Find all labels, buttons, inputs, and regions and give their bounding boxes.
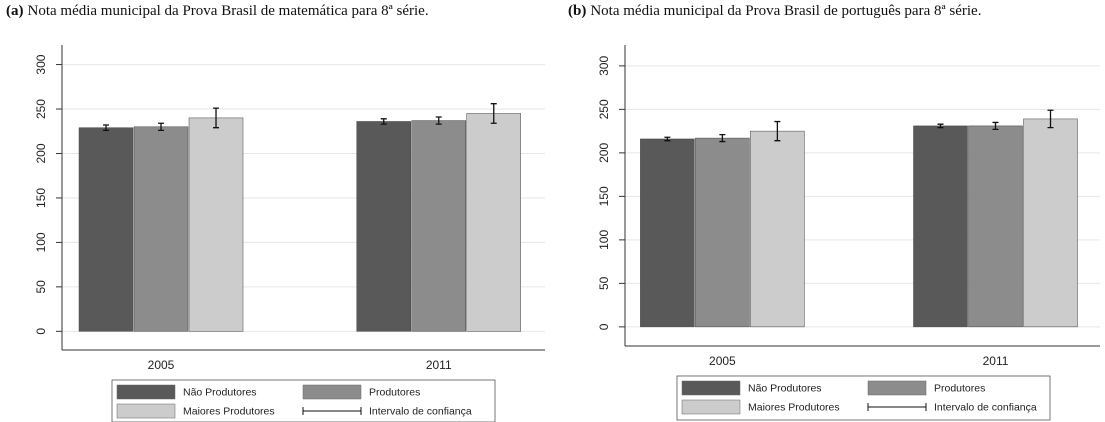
- bar: [78, 127, 134, 332]
- error-bar: [490, 103, 497, 124]
- legend-label: Não Produtores: [183, 386, 257, 398]
- x-tick-label: 2005: [148, 358, 175, 372]
- y-tick-label: 50: [597, 276, 611, 290]
- y-tick-label: 200: [597, 143, 611, 163]
- panel-label: (a): [6, 3, 24, 19]
- y-tick-label: 100: [34, 232, 48, 252]
- legend-swatch: [867, 380, 927, 396]
- x-tick-label: 2005: [709, 354, 736, 368]
- y-tick-label: 100: [597, 230, 611, 250]
- legend-error-icon: [867, 403, 927, 411]
- panel-label: (b): [568, 3, 586, 19]
- legend-label: Maiores Produtores: [183, 405, 275, 417]
- chart-title: (a) Nota média municipal da Prova Brasil …: [6, 3, 429, 19]
- error-bar: [937, 123, 944, 129]
- error-bar: [774, 120, 781, 142]
- legend-swatch: [681, 380, 741, 396]
- legend-swatch: [302, 384, 362, 400]
- title-text: Nota média municipal da Prova Brasil de …: [28, 3, 429, 19]
- bar: [640, 138, 695, 328]
- bar: [411, 120, 466, 332]
- y-tick-label: 250: [34, 99, 48, 119]
- error-bar: [103, 124, 110, 132]
- legend-swatch: [116, 384, 176, 400]
- y-tick-label: 150: [597, 186, 611, 206]
- bar: [466, 113, 521, 332]
- error-bar: [213, 107, 220, 129]
- error-bar: [992, 121, 999, 131]
- error-bar: [158, 122, 165, 132]
- y-tick-label: 50: [34, 280, 48, 294]
- x-tick-label: 2011: [983, 354, 1009, 368]
- y-tick-label: 250: [597, 99, 611, 119]
- legend-label: Produtores: [369, 386, 420, 398]
- y-tick-label: 200: [34, 143, 48, 163]
- chart-title: (b) Nota média municipal da Prova Brasil …: [568, 3, 981, 19]
- bar: [968, 125, 1023, 328]
- x-tick-label: 2011: [426, 358, 452, 372]
- error-bar: [664, 136, 671, 142]
- bar: [1023, 118, 1078, 328]
- y-tick-label: 300: [597, 56, 611, 76]
- bar: [133, 126, 189, 332]
- y-tick-label: 150: [34, 188, 48, 208]
- error-bar: [435, 116, 442, 125]
- legend-label: Intervalo de confiança: [934, 401, 1037, 413]
- legend-swatch: [116, 403, 176, 419]
- legend-label: Intervalo de confiança: [369, 405, 472, 417]
- bar: [695, 137, 750, 328]
- bar: [188, 117, 244, 332]
- y-tick-label: 0: [597, 323, 611, 330]
- title-text: Nota média municipal da Prova Brasil de …: [590, 3, 981, 19]
- legend-swatch: [681, 399, 741, 415]
- bar: [913, 125, 968, 328]
- error-bar: [380, 118, 387, 125]
- error-bar: [1047, 109, 1054, 129]
- legend-error-icon: [302, 407, 362, 415]
- legend-label: Produtores: [934, 382, 985, 394]
- legend-label: Não Produtores: [748, 382, 822, 394]
- bar: [750, 130, 805, 328]
- y-tick-label: 0: [34, 328, 48, 335]
- bar: [356, 121, 411, 332]
- y-tick-label: 300: [34, 54, 48, 74]
- error-bar: [719, 133, 726, 143]
- legend-label: Maiores Produtores: [748, 401, 840, 413]
